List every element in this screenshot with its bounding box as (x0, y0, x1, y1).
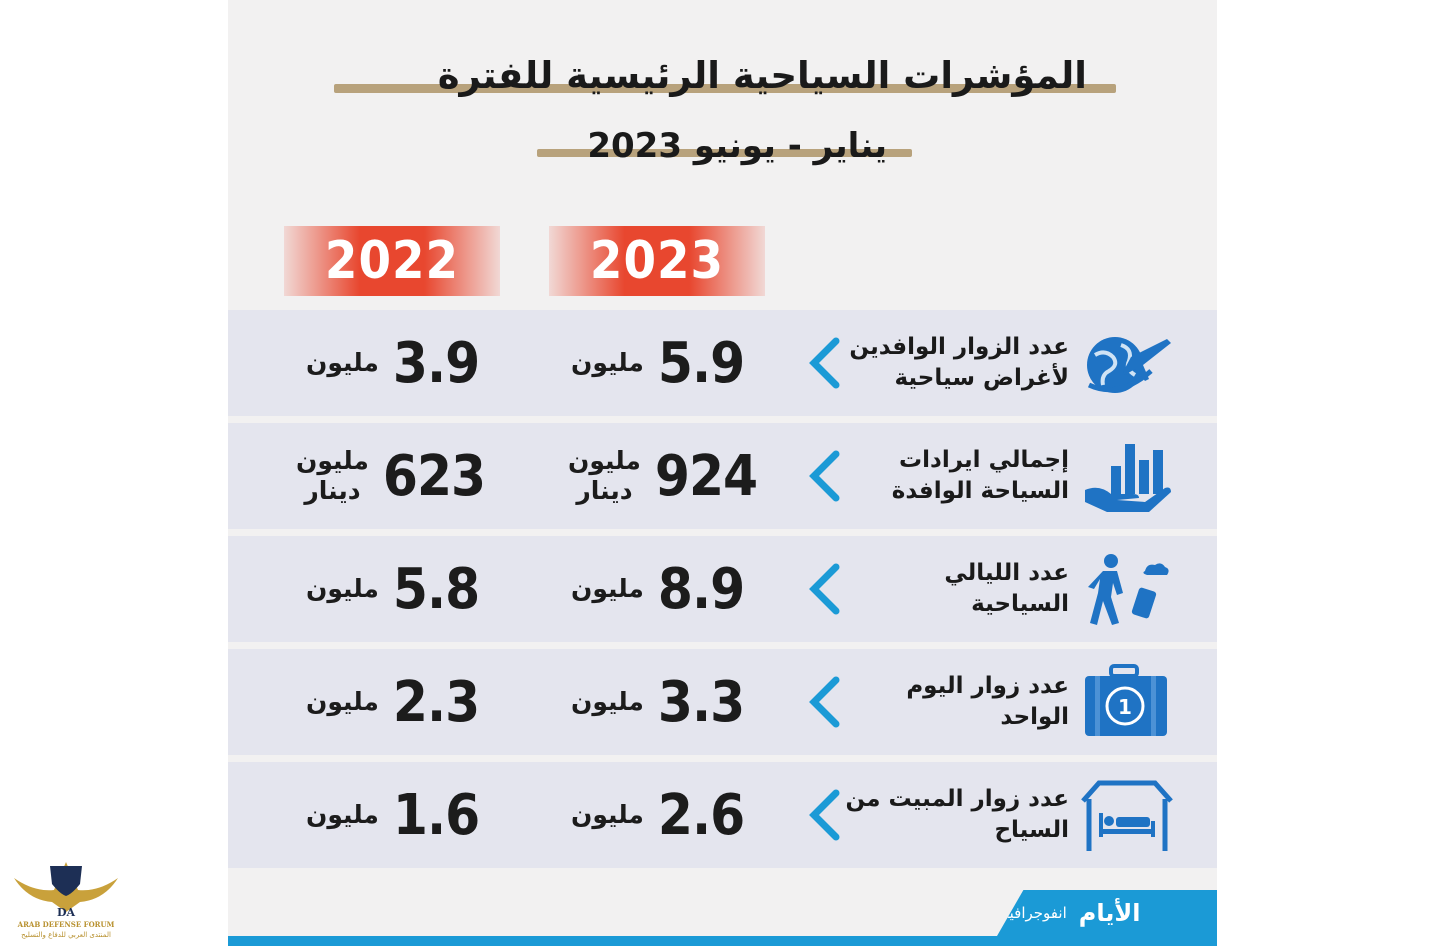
value-2023: مليون 5.9 (571, 310, 745, 416)
hand-bar-chart-icon (1085, 444, 1171, 512)
unit-2022: مليون (306, 687, 379, 716)
year-header-2022: 2022 (284, 226, 500, 296)
unit-2022: مليون (306, 574, 379, 603)
unit-2023: مليون (571, 574, 644, 603)
row-label: عدد الزوار الوافدين لأغراض سياحية (849, 334, 1069, 391)
subtitle-underline (537, 149, 912, 157)
number-2023: 5.9 (657, 330, 745, 396)
number-2023: 924 (654, 443, 758, 509)
chevron-left-icon (809, 450, 840, 502)
unit-2022-line1: مليون (296, 446, 369, 475)
shield-eagle-icon: DA (14, 862, 118, 919)
table-row: 1 عدد زوار اليوم الواحد مليون 3.3 مليون … (228, 649, 1217, 755)
chevron-left-icon (809, 563, 840, 615)
svg-text:1: 1 (1118, 695, 1132, 719)
suitcase-clock-icon: 1 (1085, 664, 1167, 736)
value-2022: مليون 3.9 (306, 310, 480, 416)
unit-2023: مليون (571, 687, 644, 716)
value-2023: مليون 2.6 (571, 762, 745, 868)
watermark-initials: DA (57, 906, 76, 919)
table-row: عدد الليالي السياحية مليون 8.9 مليون 5.8 (228, 536, 1217, 642)
chevron-left-icon (809, 789, 840, 841)
footer-bar (228, 936, 1217, 946)
number-2022: 3.9 (392, 330, 480, 396)
infographic-card: المؤشرات السياحية الرئيسية للفترة يناير … (228, 0, 1217, 946)
number-2022: 5.8 (392, 556, 480, 622)
year-header-2023: 2023 (549, 226, 765, 296)
watermark-name-ar: المنتدى العربي للدفاع والتسليح (21, 931, 111, 939)
chevron-left-icon (809, 337, 840, 389)
value-2023: مليون 8.9 (571, 536, 745, 642)
value-2022: مليون 2.3 (306, 649, 480, 755)
unit-2022: مليون دينار (296, 446, 369, 506)
value-2023: مليون 3.3 (571, 649, 745, 755)
number-2023: 3.3 (657, 669, 745, 735)
page-title: المؤشرات السياحية الرئيسية للفترة (437, 54, 1087, 97)
number-2022: 623 (382, 443, 486, 509)
bed-shelter-icon (1081, 780, 1173, 851)
row-label: عدد الليالي السياحية (944, 560, 1069, 617)
table-row: عدد زوار المبيت من السياح مليون 2.6 مليو… (228, 762, 1217, 868)
table-row: عدد الزوار الوافدين لأغراض سياحية مليون … (228, 310, 1217, 416)
number-2023: 2.6 (657, 782, 745, 848)
unit-2023: مليون (571, 348, 644, 377)
unit-2022: مليون (306, 348, 379, 377)
title-underline (334, 84, 1116, 93)
row-label: إجمالي ايرادات السياحة الوافدة (891, 447, 1069, 504)
unit-2023-line1: مليون (568, 446, 641, 475)
value-2023: مليون دينار 924 (568, 423, 758, 529)
footer-brand: الأيام انفوجرافيك (997, 890, 1217, 936)
value-2022: مليون دينار 623 (296, 423, 486, 529)
chevron-left-icon (809, 676, 840, 728)
row-label: عدد زوار اليوم الواحد (906, 673, 1069, 730)
watermark-name-en: ARAB DEFENSE FORUM (17, 920, 115, 929)
row-label: عدد زوار المبيت من السياح (845, 786, 1070, 843)
unit-2022: مليون (306, 800, 379, 829)
page-subtitle: يناير - يونيو 2023 (587, 126, 887, 166)
number-2022: 1.6 (392, 782, 480, 848)
number-2022: 2.3 (392, 669, 480, 735)
value-2022: مليون 1.6 (306, 762, 480, 868)
watermark-logo: DA ARAB DEFENSE FORUM المنتدى العربي للد… (10, 858, 122, 944)
table-row: إجمالي ايرادات السياحة الوافدة مليون دين… (228, 423, 1217, 529)
unit-2023-line2: دينار (576, 476, 633, 505)
traveler-suitcase-icon (1088, 554, 1169, 625)
globe-airplane-icon (1087, 337, 1171, 393)
unit-2023: مليون دينار (568, 446, 641, 506)
unit-2023: مليون (571, 800, 644, 829)
value-2022: مليون 5.8 (306, 536, 480, 642)
footer-section-label: انفوجرافيك (997, 904, 1067, 922)
number-2023: 8.9 (657, 556, 745, 622)
unit-2022-line2: دينار (304, 476, 361, 505)
brand-logo: الأيام (1078, 899, 1141, 927)
